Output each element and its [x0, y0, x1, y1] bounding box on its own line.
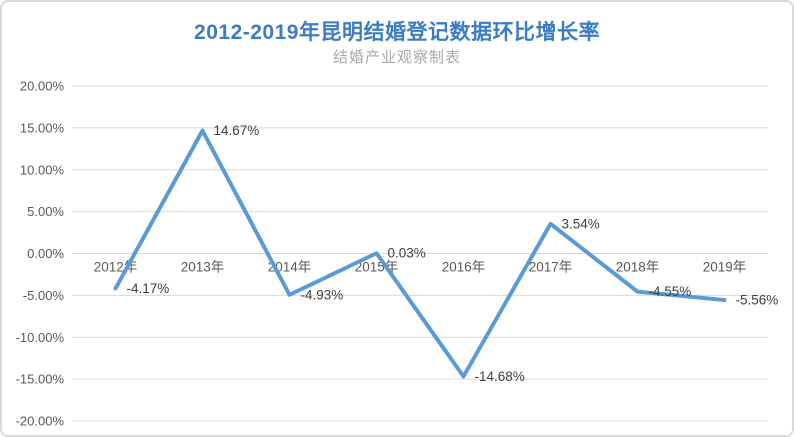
- chart-title: 2012-2019年昆明结婚登记数据环比增长率: [194, 21, 600, 44]
- data-point-label: -5.56%: [736, 293, 779, 308]
- y-axis-tick-label: 20.00%: [20, 79, 65, 94]
- data-point-label: 14.67%: [214, 123, 260, 138]
- y-axis-tick-label: -15.00%: [16, 372, 65, 387]
- y-axis-tick-label: -10.00%: [16, 330, 65, 345]
- data-line-series: [113, 128, 727, 379]
- data-point-label: -4.93%: [301, 287, 344, 302]
- data-point-label: 0.03%: [388, 246, 426, 261]
- x-axis-category-label: 2017年: [529, 260, 573, 275]
- x-axis-category-label: 2016年: [442, 260, 486, 275]
- y-axis-tick-label: -20.00%: [16, 414, 65, 429]
- y-axis-tick-label: -5.00%: [23, 288, 65, 303]
- y-axis-tick-label: 0.00%: [27, 246, 64, 261]
- data-point-label: -14.68%: [475, 369, 525, 384]
- x-axis-category-label: 2013年: [181, 260, 225, 275]
- x-axis-category-label: 2019年: [703, 260, 747, 275]
- y-axis-tick-label: 10.00%: [20, 162, 65, 177]
- data-point-label: -4.55%: [649, 284, 692, 299]
- data-point-label: 3.54%: [562, 216, 600, 231]
- y-axis-tick-label: 5.00%: [27, 204, 64, 219]
- data-point-label: -4.17%: [127, 281, 170, 296]
- x-axis-category-label: 2018年: [616, 260, 660, 275]
- y-axis-tick-label: 15.00%: [20, 120, 65, 135]
- chart-subtitle: 结婚产业观察制表: [332, 49, 461, 66]
